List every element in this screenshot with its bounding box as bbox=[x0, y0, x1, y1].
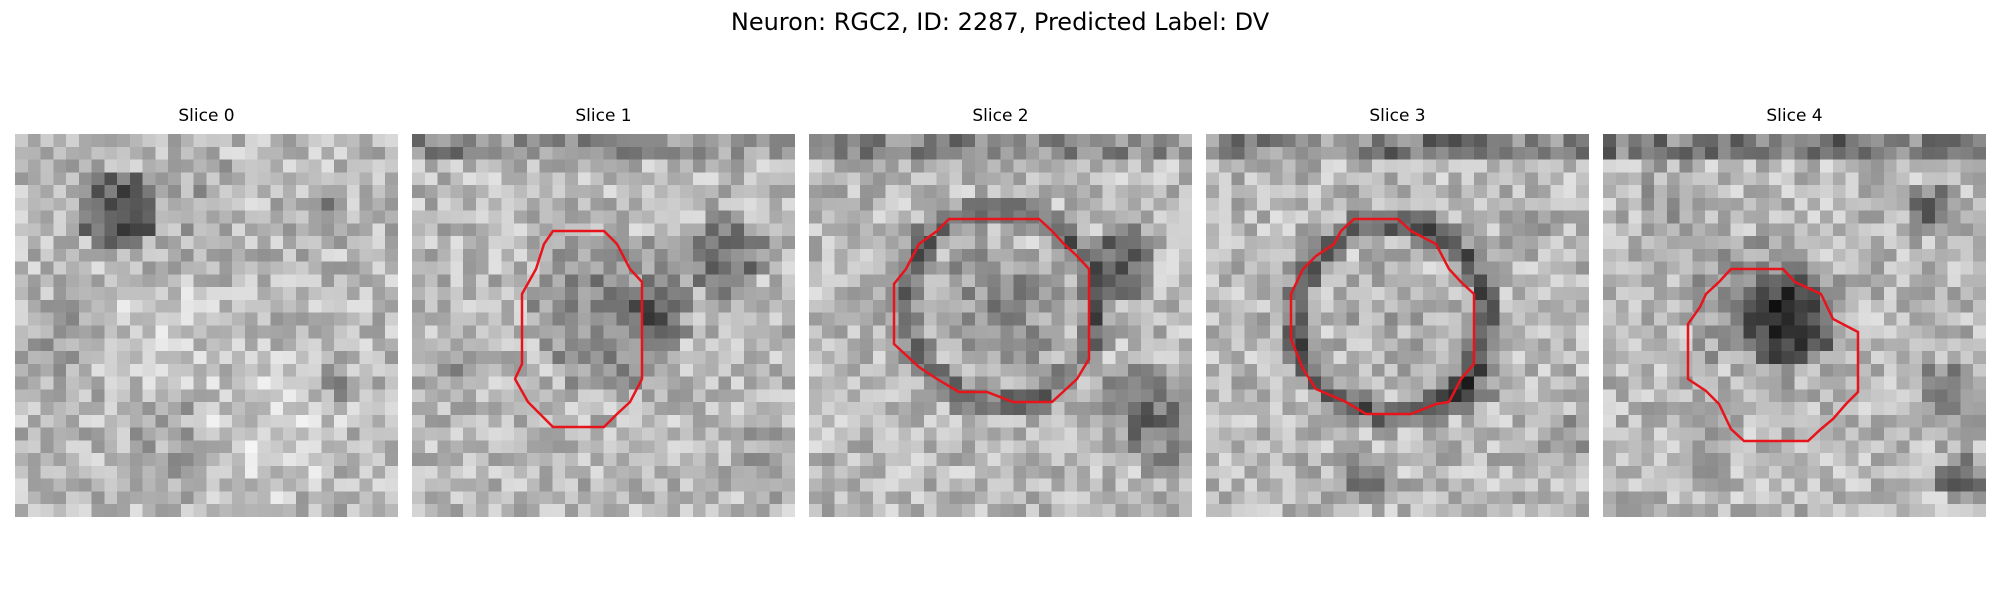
roi-outline-2 bbox=[892, 217, 1091, 404]
slice-image-4 bbox=[1603, 134, 1986, 517]
slice-title-1: Slice 1 bbox=[575, 106, 632, 126]
slice-title-3: Slice 3 bbox=[1369, 106, 1426, 126]
slice-image-3 bbox=[1206, 134, 1589, 517]
slice-panel-0: Slice 0 bbox=[15, 106, 398, 517]
slice-title-4: Slice 4 bbox=[1766, 106, 1823, 126]
slice-title-0: Slice 0 bbox=[178, 106, 235, 126]
slice-image-0 bbox=[15, 134, 398, 517]
slice-panel-2: Slice 2 bbox=[809, 106, 1192, 517]
slice-panel-4: Slice 4 bbox=[1603, 106, 1986, 517]
roi-outline-3 bbox=[1289, 217, 1476, 416]
roi-outline-1 bbox=[513, 229, 644, 429]
figure-title: Neuron: RGC2, ID: 2287, Predicted Label:… bbox=[730, 8, 1270, 36]
slice-panel-3: Slice 3 bbox=[1206, 106, 1589, 517]
slice-panel-1: Slice 1 bbox=[412, 106, 795, 517]
slice-image-2 bbox=[809, 134, 1192, 517]
roi-outline-4 bbox=[1686, 267, 1860, 443]
slice-title-2: Slice 2 bbox=[972, 106, 1029, 126]
slice-image-1 bbox=[412, 134, 795, 517]
